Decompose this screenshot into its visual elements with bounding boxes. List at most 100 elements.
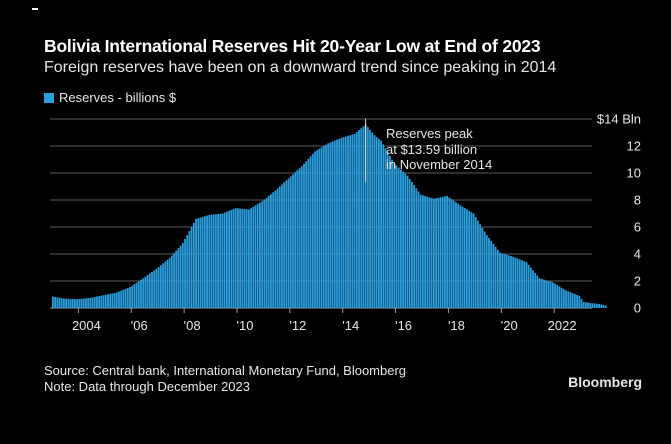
reserve-bar: [340, 137, 343, 308]
reserve-bar: [74, 299, 76, 308]
reserve-bar: [93, 296, 96, 308]
reserve-bar: [294, 172, 297, 308]
reserve-bar: [576, 294, 578, 308]
reserve-bar: [181, 243, 184, 308]
reserve-bar: [485, 235, 488, 308]
reserve-bar: [598, 303, 600, 308]
reserve-bar: [362, 126, 365, 309]
reserve-bar: [60, 298, 63, 308]
reserve-bar: [536, 275, 539, 308]
reserve-bar: [102, 295, 105, 308]
reserve-bar: [69, 298, 72, 308]
reserve-bar: [336, 139, 338, 308]
reserve-bar: [424, 195, 427, 308]
reserve-bar: [96, 296, 98, 308]
reserve-bar: [190, 227, 193, 308]
reserve-bar: [314, 151, 316, 308]
reserve-bar: [58, 297, 61, 308]
reserve-bar: [89, 297, 92, 309]
y-tick-label: 0: [634, 301, 641, 316]
reserve-bar: [223, 212, 226, 308]
reserve-bar: [140, 279, 142, 308]
reserve-bar: [582, 301, 585, 308]
reserve-bar: [560, 287, 563, 308]
reserve-bar: [292, 174, 294, 308]
reserve-bar: [529, 267, 532, 308]
reserve-bar: [510, 256, 512, 308]
reserve-bar: [67, 298, 70, 308]
reserve-bar: [241, 208, 244, 308]
reserve-bar: [516, 258, 519, 308]
reserve-bar: [329, 142, 332, 308]
reserve-bar: [448, 197, 451, 308]
reserve-bar: [492, 243, 495, 309]
reserve-bar: [252, 206, 255, 308]
reserve-bar: [137, 281, 140, 308]
reserve-bar: [488, 238, 490, 308]
reserve-bar: [71, 299, 74, 308]
reserve-bar: [444, 196, 446, 308]
reserve-bar: [333, 140, 336, 308]
reserve-bar: [514, 257, 517, 308]
reserve-bar: [391, 159, 393, 308]
x-tick-label: 2004: [72, 318, 101, 333]
reserve-bar: [199, 217, 202, 308]
reserve-bar: [65, 298, 68, 308]
y-tick-label: 12: [627, 139, 641, 154]
reserve-bar: [221, 213, 224, 308]
reserve-bar: [481, 227, 484, 308]
chart-title: Bolivia International Reserves Hit 20-Ye…: [44, 36, 541, 56]
reserve-bar: [206, 215, 208, 308]
reserve-bar: [63, 298, 65, 308]
reserve-bar: [388, 155, 391, 308]
reserve-bar: [98, 296, 101, 308]
reserve-bar: [327, 143, 330, 308]
reserve-bar: [78, 299, 81, 308]
reserve-bar: [393, 163, 396, 308]
reserve-bar: [298, 168, 301, 308]
reserve-bar: [80, 298, 83, 308]
reserve-bar: [263, 199, 266, 308]
reserve-bar: [250, 208, 253, 308]
x-tick-label: '20: [501, 318, 518, 333]
reserve-bar: [113, 292, 116, 308]
reserve-bar: [587, 302, 589, 308]
reserve-bar: [192, 222, 195, 308]
reserve-bar: [289, 176, 292, 309]
reserve-bar: [104, 294, 107, 308]
reserve-bar: [225, 211, 228, 308]
x-tick-label: '14: [342, 318, 359, 333]
y-tick-label: 10: [627, 166, 641, 181]
reserve-bar: [377, 138, 380, 308]
reserve-bar: [261, 201, 264, 308]
reserve-bar: [543, 279, 545, 308]
reserve-bar: [410, 182, 413, 308]
reserve-bar: [358, 130, 360, 308]
reserve-bar: [571, 293, 574, 308]
reserve-bar: [422, 195, 424, 308]
reserve-bar: [468, 210, 471, 308]
reserve-bar: [278, 186, 281, 308]
reserve-bar: [399, 169, 402, 309]
reserve-bar: [413, 185, 415, 308]
reserve-bar: [338, 138, 341, 308]
reserve-bar: [534, 272, 537, 308]
reserve-bar: [259, 202, 261, 308]
reserve-bar: [600, 304, 603, 308]
reserve-bar: [554, 283, 556, 308]
legend: Reserves - billions $: [44, 90, 176, 105]
reserve-bar: [245, 209, 248, 308]
reserve-bar: [556, 285, 559, 308]
reserve-bar: [281, 184, 283, 308]
bloomberg-logo: Bloomberg: [568, 374, 642, 390]
reserve-bar: [212, 214, 215, 308]
reserve-bar: [558, 286, 561, 308]
x-tick-label: '12: [289, 318, 306, 333]
peak-annotation-line-1: Reserves peak: [386, 126, 473, 141]
reserve-bar: [380, 140, 382, 308]
reserve-bar: [214, 214, 217, 308]
reserve-bar: [272, 192, 275, 308]
y-tick-label: 4: [634, 247, 641, 262]
reserve-bar: [351, 134, 354, 308]
